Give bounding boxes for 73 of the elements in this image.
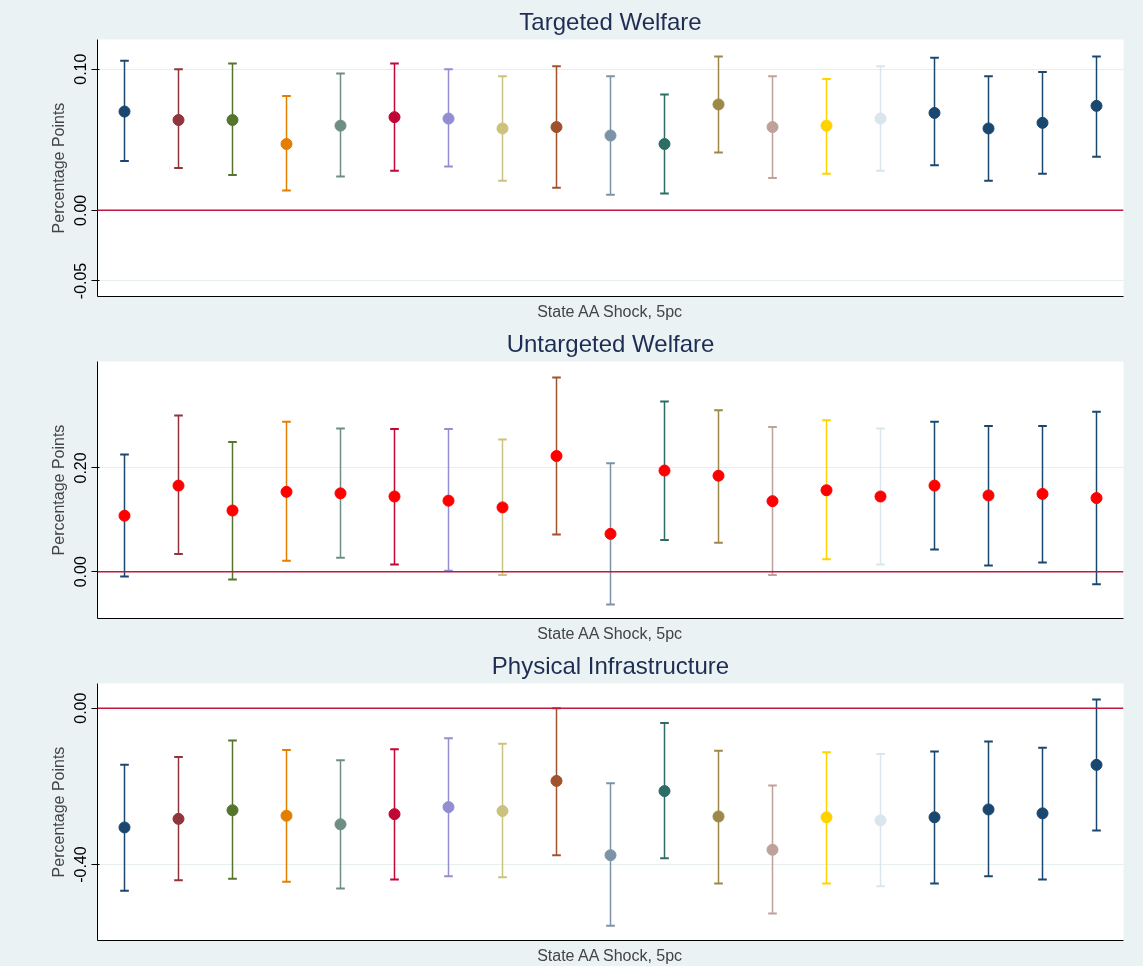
point bbox=[334, 818, 347, 831]
point bbox=[874, 112, 887, 125]
chart-title: Physical Infrastructure bbox=[491, 651, 730, 679]
point bbox=[658, 138, 671, 150]
point bbox=[496, 501, 509, 514]
y-tick-label: -0.05 bbox=[72, 262, 90, 300]
point bbox=[550, 121, 563, 134]
point bbox=[226, 114, 239, 126]
point bbox=[1090, 492, 1103, 505]
y-tick-label: 0.10 bbox=[72, 53, 90, 85]
point bbox=[928, 811, 941, 824]
point bbox=[604, 849, 617, 862]
y-axis-title: Percentage Points bbox=[49, 424, 67, 556]
point bbox=[604, 527, 617, 540]
point bbox=[388, 490, 401, 503]
point bbox=[604, 129, 617, 142]
x-axis-title: State AA Shock, 5pc bbox=[537, 624, 683, 642]
y-axis-title: Percentage Points bbox=[49, 746, 67, 878]
point bbox=[442, 494, 455, 507]
point bbox=[1090, 99, 1103, 112]
point bbox=[712, 469, 725, 482]
point bbox=[172, 812, 185, 825]
point bbox=[334, 119, 347, 132]
point bbox=[226, 804, 239, 817]
x-axis-title: State AA Shock, 5pc bbox=[537, 946, 683, 964]
point bbox=[280, 485, 293, 498]
point bbox=[658, 785, 671, 798]
chart-title: Untargeted Welfare bbox=[506, 329, 715, 357]
point bbox=[820, 119, 833, 132]
point bbox=[388, 808, 401, 821]
point bbox=[982, 489, 995, 502]
point bbox=[496, 122, 509, 135]
point bbox=[1036, 116, 1049, 129]
point bbox=[226, 504, 239, 517]
point bbox=[1090, 758, 1103, 771]
point bbox=[874, 814, 887, 827]
y-axis-title: Percentage Points bbox=[49, 102, 67, 234]
point bbox=[928, 479, 941, 492]
point bbox=[442, 112, 455, 125]
point bbox=[442, 801, 455, 814]
point bbox=[1036, 807, 1049, 820]
point bbox=[928, 106, 941, 119]
y-tick-label: 0.20 bbox=[72, 452, 90, 484]
point bbox=[118, 105, 131, 118]
point bbox=[172, 479, 185, 492]
y-tick-label: 0.00 bbox=[72, 194, 90, 226]
y-tick-label: 0.00 bbox=[72, 556, 90, 588]
point bbox=[172, 114, 185, 126]
point bbox=[820, 811, 833, 824]
chart-title: Targeted Welfare bbox=[519, 7, 702, 35]
point bbox=[550, 774, 563, 787]
point bbox=[280, 138, 293, 150]
point bbox=[766, 843, 779, 856]
point bbox=[982, 122, 995, 135]
point bbox=[766, 121, 779, 134]
point bbox=[982, 803, 995, 816]
point bbox=[496, 805, 509, 818]
y-tick-label: -0.40 bbox=[72, 846, 90, 883]
point bbox=[658, 464, 671, 477]
point bbox=[712, 810, 725, 823]
y-tick-label: 0.00 bbox=[72, 692, 90, 724]
point bbox=[712, 98, 725, 111]
point bbox=[118, 509, 131, 522]
x-axis-title: State AA Shock, 5pc bbox=[537, 302, 683, 320]
point bbox=[820, 484, 833, 497]
point bbox=[766, 495, 779, 508]
point bbox=[334, 487, 347, 500]
point bbox=[550, 450, 563, 462]
point bbox=[1036, 487, 1049, 500]
point bbox=[280, 809, 293, 822]
point bbox=[118, 821, 131, 834]
point bbox=[388, 111, 401, 124]
point bbox=[874, 490, 887, 503]
